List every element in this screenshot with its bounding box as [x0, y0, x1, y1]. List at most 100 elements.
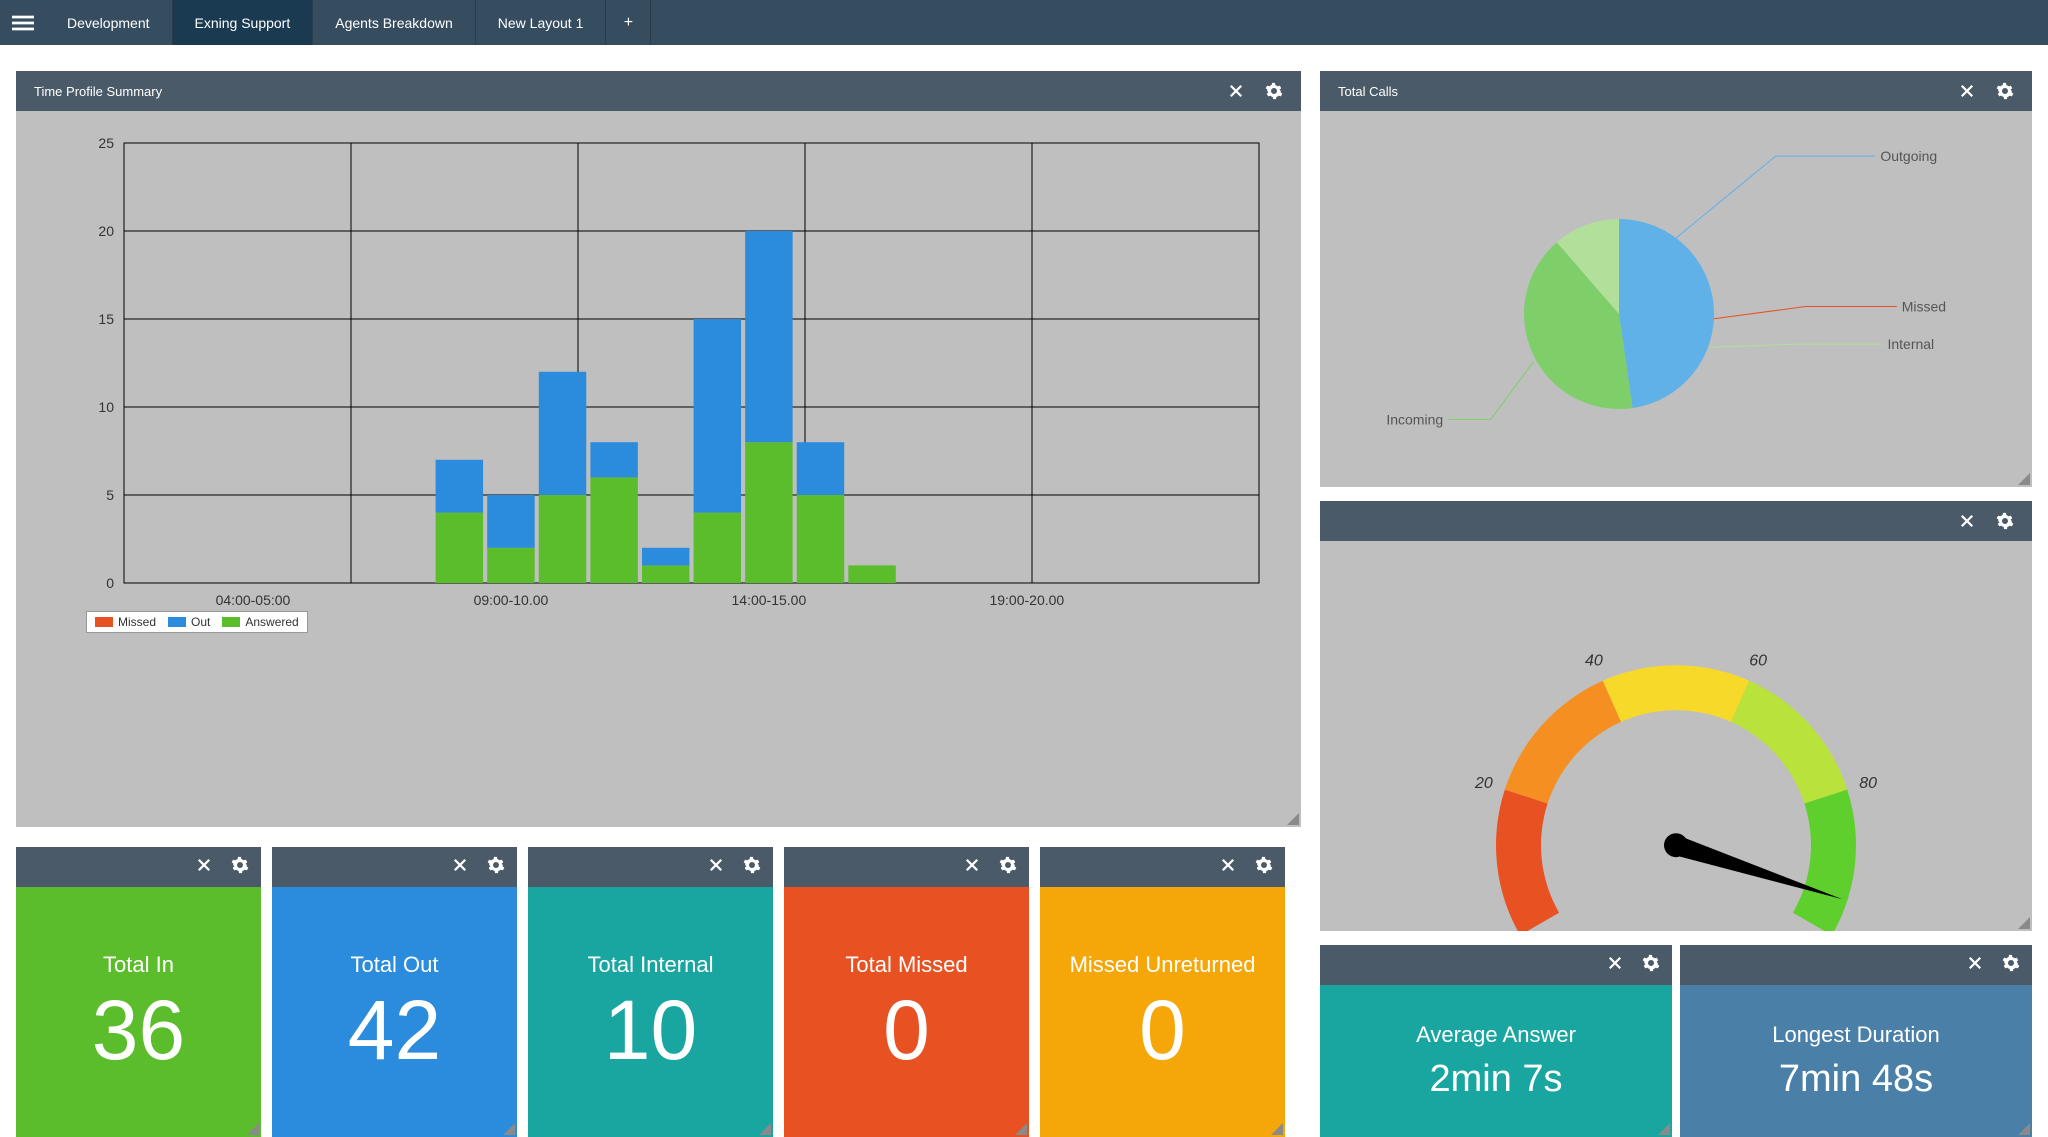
close-icon[interactable]	[1958, 512, 1976, 530]
tile-header	[1320, 945, 1672, 985]
legend-swatch	[222, 617, 240, 627]
legend-label: Missed	[118, 615, 156, 629]
panel-gauge: 020406080100	[1320, 501, 2032, 931]
svg-text:20: 20	[98, 223, 114, 239]
close-icon[interactable]	[1966, 954, 1984, 977]
tab-development[interactable]: Development	[45, 0, 173, 45]
stat-tile-total-in: Total In 36	[16, 847, 261, 1137]
legend-item: Answered	[222, 615, 298, 629]
panel-time-profile: Time Profile Summary 051015202504:00-05:…	[16, 71, 1301, 827]
panel-header: Time Profile Summary	[16, 71, 1301, 111]
chart-legend: Missed Out Answered	[86, 611, 308, 633]
total-calls-pie: OutgoingIncomingInternalMissed	[1320, 111, 2032, 487]
tile-body: Total In 36	[16, 887, 261, 1137]
close-icon[interactable]	[195, 856, 213, 879]
tile-body: Missed Unreturned 0	[1040, 887, 1285, 1137]
resize-handle[interactable]	[757, 1121, 771, 1135]
close-icon[interactable]	[1219, 856, 1237, 879]
gear-icon[interactable]	[1996, 512, 2014, 530]
tile-value: 0	[1139, 988, 1186, 1072]
stat-tile-total-out: Total Out 42	[272, 847, 517, 1137]
resize-handle[interactable]	[1269, 1121, 1283, 1135]
tile-value: 36	[92, 988, 185, 1072]
svg-text:Incoming: Incoming	[1386, 411, 1443, 427]
tile-label: Total In	[103, 952, 174, 978]
svg-text:19:00-20.00: 19:00-20.00	[989, 592, 1064, 608]
tile-label: Total Out	[350, 952, 438, 978]
svg-text:25: 25	[98, 135, 114, 151]
resize-handle[interactable]	[501, 1121, 515, 1135]
tile-value: 0	[883, 988, 930, 1072]
pie-body: OutgoingIncomingInternalMissed	[1320, 111, 2032, 487]
close-icon[interactable]	[1606, 954, 1624, 977]
gear-icon[interactable]	[1996, 82, 2014, 100]
tile-header	[16, 847, 261, 887]
svg-text:14:00-15.00: 14:00-15.00	[732, 592, 807, 608]
resize-handle[interactable]	[2016, 1121, 2030, 1135]
tile-body: Average Answer 2min 7s	[1320, 985, 1672, 1137]
gear-icon[interactable]	[999, 856, 1017, 879]
close-icon[interactable]	[707, 856, 725, 879]
legend-item: Out	[168, 615, 210, 629]
tile-label: Total Missed	[845, 952, 967, 978]
close-icon[interactable]	[1958, 82, 1976, 100]
tile-label: Missed Unreturned	[1070, 952, 1256, 978]
tab-new-layout-1[interactable]: New Layout 1	[476, 0, 607, 45]
gear-icon[interactable]	[1265, 82, 1283, 100]
gear-icon[interactable]	[487, 856, 505, 879]
tile-header	[1680, 945, 2032, 985]
tile-body: Total Internal 10	[528, 887, 773, 1137]
menu-icon[interactable]	[0, 0, 45, 45]
gear-icon[interactable]	[1642, 954, 1660, 977]
tile-value: 7min 48s	[1779, 1058, 1933, 1101]
gear-icon[interactable]	[231, 856, 249, 879]
svg-text:80: 80	[1859, 775, 1877, 792]
tab-exning-support[interactable]: Exning Support	[173, 0, 314, 45]
time-profile-chart: 051015202504:00-05:0009:00-10.0014:00-15…	[16, 111, 1301, 827]
tile-value: 42	[348, 988, 441, 1072]
tile-label: Average Answer	[1416, 1022, 1576, 1048]
panel-header: Total Calls	[1320, 71, 2032, 111]
resize-handle[interactable]	[1656, 1121, 1670, 1135]
text-tile-longest-duration: Longest Duration 7min 48s	[1680, 945, 2032, 1137]
legend-swatch	[168, 617, 186, 627]
tile-label: Total Internal	[588, 952, 714, 978]
resize-handle[interactable]	[1013, 1121, 1027, 1135]
tile-header	[1040, 847, 1285, 887]
close-icon[interactable]	[963, 856, 981, 879]
svg-text:Internal: Internal	[1887, 336, 1934, 352]
gauge-body: 020406080100	[1320, 541, 2032, 931]
svg-text:Outgoing: Outgoing	[1880, 148, 1937, 164]
panel-total-calls: Total Calls OutgoingIncomingInternalMiss…	[1320, 71, 2032, 487]
close-icon[interactable]	[451, 856, 469, 879]
tile-body: Total Missed 0	[784, 887, 1029, 1137]
tab-agents-breakdown[interactable]: Agents Breakdown	[313, 0, 476, 45]
top-tab-bar: DevelopmentExning SupportAgents Breakdow…	[0, 0, 2048, 45]
gear-icon[interactable]	[2002, 954, 2020, 977]
resize-handle[interactable]	[2016, 915, 2030, 929]
gear-icon[interactable]	[1255, 856, 1273, 879]
panel-header	[1320, 501, 2032, 541]
chart-body: 051015202504:00-05:0009:00-10.0014:00-15…	[16, 111, 1301, 827]
gear-icon[interactable]	[743, 856, 761, 879]
text-tile-average-answer: Average Answer 2min 7s	[1320, 945, 1672, 1137]
legend-label: Out	[191, 615, 210, 629]
stat-tile-total-missed: Total Missed 0	[784, 847, 1029, 1137]
close-icon[interactable]	[1227, 82, 1245, 100]
tile-header	[784, 847, 1029, 887]
svg-text:15: 15	[98, 311, 114, 327]
legend-item: Missed	[95, 615, 156, 629]
add-tab-button[interactable]: +	[606, 0, 651, 45]
svg-text:09:00-10.00: 09:00-10.00	[474, 592, 549, 608]
svg-text:60: 60	[1749, 653, 1767, 670]
resize-handle[interactable]	[2016, 471, 2030, 485]
tile-label: Longest Duration	[1772, 1022, 1940, 1048]
svg-text:0: 0	[106, 575, 114, 591]
tile-value: 2min 7s	[1429, 1058, 1562, 1101]
gauge-chart: 020406080100	[1320, 541, 2032, 931]
resize-handle[interactable]	[1285, 811, 1299, 825]
svg-text:10: 10	[98, 399, 114, 415]
resize-handle[interactable]	[245, 1121, 259, 1135]
tile-value: 10	[604, 988, 697, 1072]
svg-text:04:00-05:00: 04:00-05:00	[216, 592, 291, 608]
